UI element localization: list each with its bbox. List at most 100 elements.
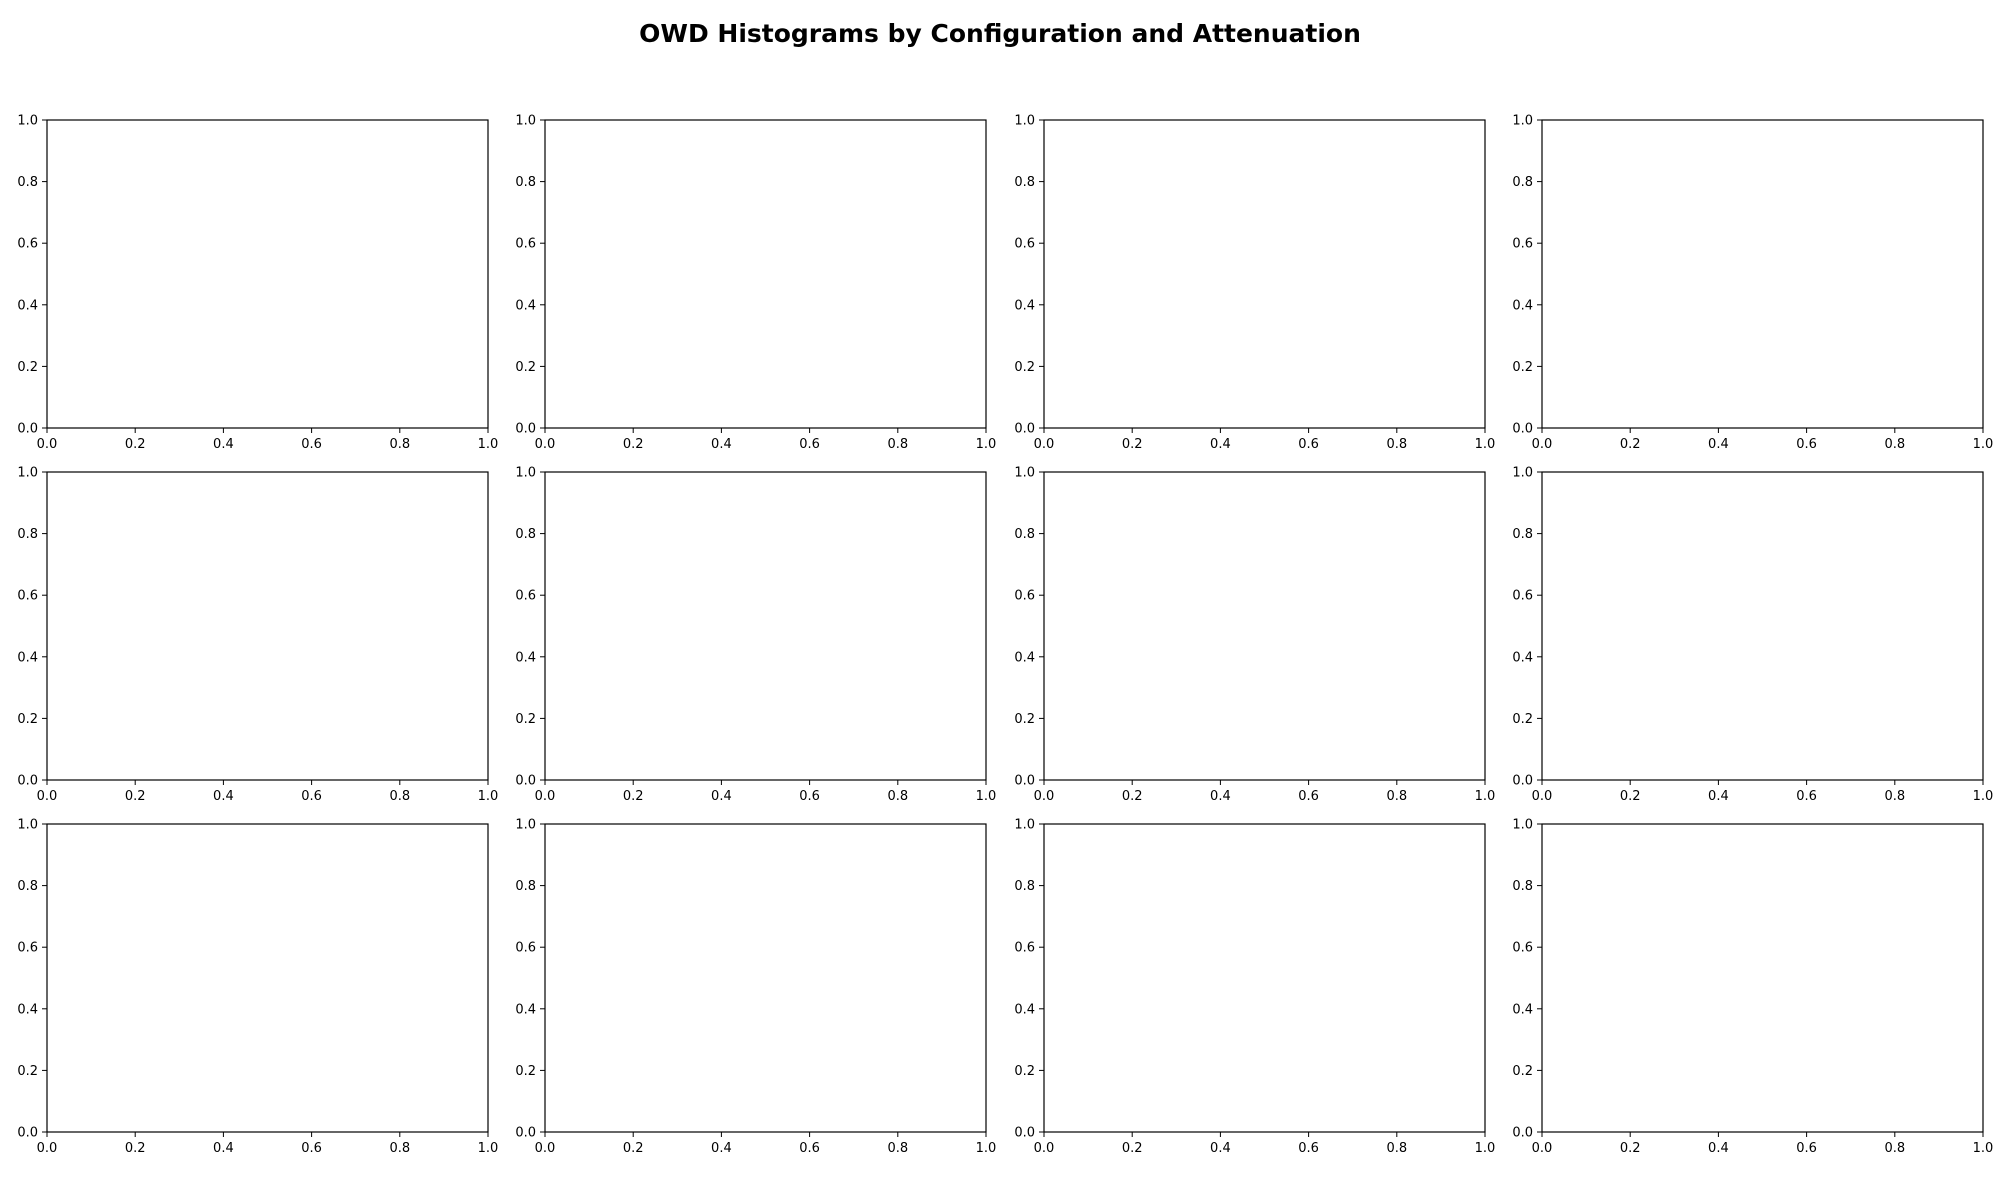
subplot-8-ytick-label-0: 0.0 bbox=[1512, 774, 1533, 789]
subplot-3-xtick-label-3: 0.6 bbox=[1298, 437, 1319, 452]
subplot-8-xtick-label-5: 1.0 bbox=[1973, 789, 1994, 804]
subplot-2-xtick-label-2: 0.4 bbox=[711, 437, 732, 452]
subplot-12-ytick-label-4: 0.8 bbox=[1512, 879, 1533, 894]
subplot-6-xtick-label-4: 0.8 bbox=[887, 789, 908, 804]
subplot-2-ytick-label-1: 0.2 bbox=[515, 360, 536, 375]
subplot-4-ytick-label-3: 0.6 bbox=[1512, 237, 1533, 252]
subplot-12-ytick-label-1: 0.2 bbox=[1512, 1064, 1533, 1079]
subplot-3-xtick-label-2: 0.4 bbox=[1210, 437, 1231, 452]
subplot-5-ytick-label-2: 0.4 bbox=[17, 650, 38, 665]
subplot-7-ytick-label-5: 1.0 bbox=[1014, 466, 1035, 481]
subplot-1-xtick-label-1: 0.2 bbox=[125, 437, 146, 452]
subplot-6-xtick-label-0: 0.0 bbox=[535, 789, 556, 804]
subplot-5-xtick-label-2: 0.4 bbox=[213, 789, 234, 804]
subplot-10-ytick-label-4: 0.8 bbox=[515, 879, 536, 894]
subplot-5-ytick-label-4: 0.8 bbox=[17, 527, 38, 542]
subplot-4-xtick-label-3: 0.6 bbox=[1796, 437, 1817, 452]
subplot-1-ytick-label-3: 0.6 bbox=[17, 237, 38, 252]
subplot-10-ytick-label-1: 0.2 bbox=[515, 1064, 536, 1079]
subplot-11-xtick-label-0: 0.0 bbox=[1034, 1141, 1055, 1156]
subplot-7-ytick-label-0: 0.0 bbox=[1014, 774, 1035, 789]
subplot-2-xtick-label-0: 0.0 bbox=[535, 437, 556, 452]
subplot-2-xtick-label-1: 0.2 bbox=[623, 437, 644, 452]
subplot-9-ytick-label-5: 1.0 bbox=[17, 818, 38, 833]
subplot-8-ytick-label-2: 0.4 bbox=[1512, 650, 1533, 665]
subplot-6-xtick-label-2: 0.4 bbox=[711, 789, 732, 804]
subplot-9-ytick-label-2: 0.4 bbox=[17, 1002, 38, 1017]
subplot-10-xtick-label-1: 0.2 bbox=[623, 1141, 644, 1156]
subplot-6-ytick-label-2: 0.4 bbox=[515, 650, 536, 665]
subplot-11-xtick-label-2: 0.4 bbox=[1210, 1141, 1231, 1156]
subplot-5-ytick-label-0: 0.0 bbox=[17, 774, 38, 789]
subplot-10-ytick-label-5: 1.0 bbox=[515, 818, 536, 833]
subplot-4-ytick-label-1: 0.2 bbox=[1512, 360, 1533, 375]
subplot-7-ytick-label-2: 0.4 bbox=[1014, 650, 1035, 665]
subplot-10-ytick-label-3: 0.6 bbox=[515, 941, 536, 956]
subplot-9-ytick-label-3: 0.6 bbox=[17, 941, 38, 956]
subplot-8-ytick-label-1: 0.2 bbox=[1512, 712, 1533, 727]
subplot-6-ytick-label-0: 0.0 bbox=[515, 774, 536, 789]
subplot-3-xtick-label-0: 0.0 bbox=[1034, 437, 1055, 452]
subplot-9-xtick-label-5: 1.0 bbox=[478, 1141, 499, 1156]
subplot-6-frame bbox=[544, 471, 987, 781]
subplot-6-ytick-label-5: 1.0 bbox=[515, 466, 536, 481]
subplot-3-frame bbox=[1043, 119, 1486, 429]
subplot-9-frame bbox=[46, 823, 489, 1133]
subplot-9-xtick-label-4: 0.8 bbox=[389, 1141, 410, 1156]
subplot-10-xtick-label-3: 0.6 bbox=[799, 1141, 820, 1156]
subplot-11-xtick-label-5: 1.0 bbox=[1475, 1141, 1496, 1156]
subplot-5-xtick-label-1: 0.2 bbox=[125, 789, 146, 804]
subplot-4-frame bbox=[1541, 119, 1984, 429]
subplot-9-xtick-label-2: 0.4 bbox=[213, 1141, 234, 1156]
subplot-6-xtick-label-1: 0.2 bbox=[623, 789, 644, 804]
subplot-9-ytick-label-1: 0.2 bbox=[17, 1064, 38, 1079]
subplot-5-ytick-label-1: 0.2 bbox=[17, 712, 38, 727]
subplot-7-ytick-label-1: 0.2 bbox=[1014, 712, 1035, 727]
subplot-3-ytick-label-5: 1.0 bbox=[1014, 114, 1035, 129]
subplot-8-xtick-label-1: 0.2 bbox=[1620, 789, 1641, 804]
subplot-3-ytick-label-0: 0.0 bbox=[1014, 422, 1035, 437]
subplot-12-xtick-label-3: 0.6 bbox=[1796, 1141, 1817, 1156]
subplot-10-ytick-label-0: 0.0 bbox=[515, 1126, 536, 1141]
subplot-10-xtick-label-0: 0.0 bbox=[535, 1141, 556, 1156]
subplot-2-xtick-label-4: 0.8 bbox=[887, 437, 908, 452]
subplot-12-frame bbox=[1541, 823, 1984, 1133]
subplot-2-ytick-label-0: 0.0 bbox=[515, 422, 536, 437]
subplot-2-ytick-label-2: 0.4 bbox=[515, 298, 536, 313]
subplot-8-ytick-label-4: 0.8 bbox=[1512, 527, 1533, 542]
subplot-7-ytick-label-3: 0.6 bbox=[1014, 589, 1035, 604]
subplot-9-ytick-label-4: 0.8 bbox=[17, 879, 38, 894]
subplot-12-xtick-label-0: 0.0 bbox=[1532, 1141, 1553, 1156]
figure-title: OWD Histograms by Configuration and Atte… bbox=[639, 19, 1361, 48]
subplot-9-xtick-label-0: 0.0 bbox=[37, 1141, 58, 1156]
subplot-12-xtick-label-5: 1.0 bbox=[1973, 1141, 1994, 1156]
subplot-4-xtick-label-2: 0.4 bbox=[1708, 437, 1729, 452]
subplot-4-ytick-label-2: 0.4 bbox=[1512, 298, 1533, 313]
subplot-4-xtick-label-0: 0.0 bbox=[1532, 437, 1553, 452]
subplot-6-xtick-label-5: 1.0 bbox=[976, 789, 997, 804]
subplot-8-xtick-label-2: 0.4 bbox=[1708, 789, 1729, 804]
subplot-1-xtick-label-0: 0.0 bbox=[37, 437, 58, 452]
subplot-5-xtick-label-4: 0.8 bbox=[389, 789, 410, 804]
subplot-7-xtick-label-2: 0.4 bbox=[1210, 789, 1231, 804]
subplot-7-ytick-label-4: 0.8 bbox=[1014, 527, 1035, 542]
subplot-7-xtick-label-4: 0.8 bbox=[1386, 789, 1407, 804]
subplot-7-frame bbox=[1043, 471, 1486, 781]
subplot-7-xtick-label-3: 0.6 bbox=[1298, 789, 1319, 804]
subplot-9-ytick-label-0: 0.0 bbox=[17, 1126, 38, 1141]
subplot-4-xtick-label-5: 1.0 bbox=[1973, 437, 1994, 452]
subplot-11-ytick-label-1: 0.2 bbox=[1014, 1064, 1035, 1079]
subplot-1-ytick-label-1: 0.2 bbox=[17, 360, 38, 375]
subplot-3-ytick-label-1: 0.2 bbox=[1014, 360, 1035, 375]
subplot-9-xtick-label-1: 0.2 bbox=[125, 1141, 146, 1156]
subplot-5-xtick-label-3: 0.6 bbox=[301, 789, 322, 804]
subplot-3-xtick-label-5: 1.0 bbox=[1475, 437, 1496, 452]
subplot-9-xtick-label-3: 0.6 bbox=[301, 1141, 322, 1156]
subplot-12-ytick-label-5: 1.0 bbox=[1512, 818, 1533, 833]
subplot-12-ytick-label-3: 0.6 bbox=[1512, 941, 1533, 956]
subplot-4-ytick-label-0: 0.0 bbox=[1512, 422, 1533, 437]
subplot-5-frame bbox=[46, 471, 489, 781]
subplot-7-xtick-label-5: 1.0 bbox=[1475, 789, 1496, 804]
subplot-11-xtick-label-3: 0.6 bbox=[1298, 1141, 1319, 1156]
